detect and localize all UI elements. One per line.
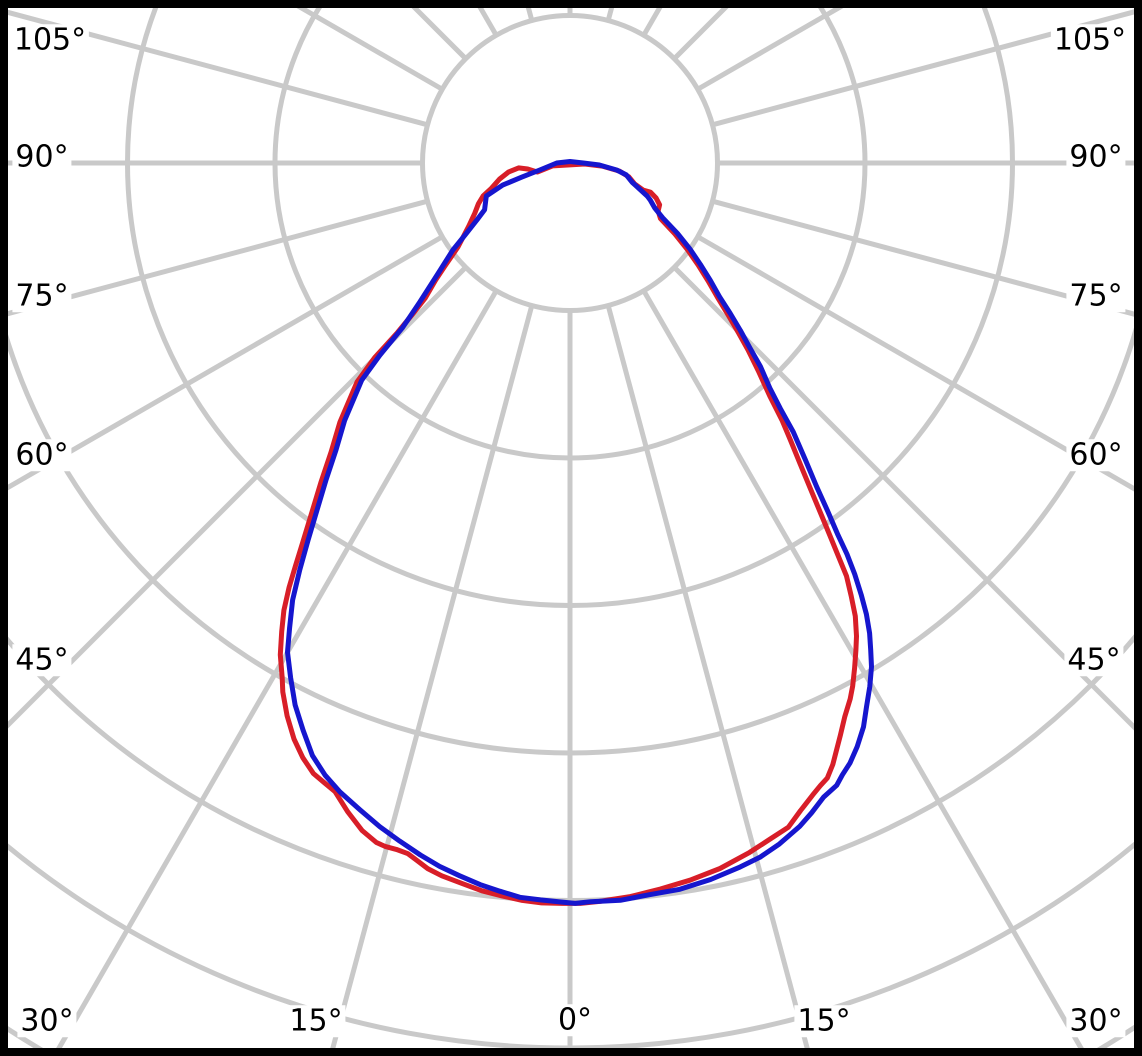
angle-label-left-45: 45° [12,644,72,676]
angle-label-bottom-30: 30° [1066,1005,1126,1037]
grid-ray [7,9,429,128]
grid-ray [672,265,1135,732]
grid-ring [272,7,868,461]
grid-ring [420,13,720,313]
angle-label-right-105: 105° [1050,24,1130,56]
angle-label-left-75: 75° [12,280,72,312]
curve-blue [285,159,874,906]
grid-ray [605,304,810,1049]
angle-label-left-90: 90° [12,141,72,173]
angle-label-left-105: 105° [10,24,90,56]
grid-ray [55,289,499,1049]
grid-ray [7,234,444,491]
angle-label-right-75: 75° [1066,280,1126,312]
angle-label-right-45: 45° [1064,644,1124,676]
angle-label-bottom-0: 0° [554,1004,596,1036]
grid-ring [125,7,1015,608]
grid-ray [711,9,1135,128]
grid-ray [711,198,1135,317]
grid-ray [330,304,535,1049]
grid-ray [7,265,468,730]
angle-label-right-60: 60° [1066,439,1126,471]
grid-ray [641,289,1085,1049]
angle-label-bottom-15: 15° [286,1005,346,1037]
grid-ring [7,323,1135,756]
grid-ray [696,234,1135,493]
angle-label-right-90: 90° [1066,141,1126,173]
grid-ray [7,198,429,317]
angle-label-bottom-30: 30° [17,1005,77,1037]
angle-label-left-60: 60° [12,439,72,471]
angle-label-bottom-15: 15° [794,1005,854,1037]
